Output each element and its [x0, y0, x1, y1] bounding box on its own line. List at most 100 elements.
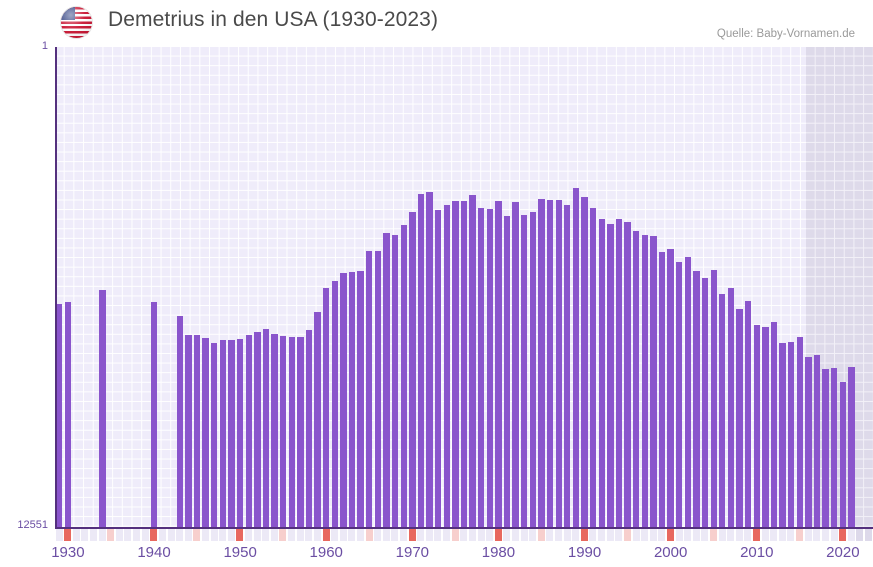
bar	[555, 200, 562, 527]
x-tick-minor	[598, 529, 606, 541]
bar	[744, 301, 752, 527]
x-tick-minor	[615, 529, 623, 541]
x-tick-minor	[176, 529, 184, 541]
bar	[202, 338, 209, 527]
bar	[521, 214, 528, 527]
x-axis-tick-label: 1930	[51, 544, 85, 561]
bar	[228, 339, 235, 527]
x-axis-tick-label: 2010	[740, 544, 774, 561]
chart-title: Demetrius in den USA (1930-2023)	[108, 8, 439, 31]
x-tick-minor	[374, 529, 382, 541]
bar	[624, 221, 631, 527]
x-tick-major	[839, 529, 847, 541]
y-axis-label: Platz	[0, 255, 3, 280]
bar	[374, 251, 382, 527]
x-tick-minor	[735, 529, 743, 541]
x-tick-minor	[675, 529, 683, 541]
x-axis-tick-label: 1950	[223, 544, 257, 561]
x-tick-minor	[262, 529, 270, 541]
bar	[469, 194, 476, 527]
bar	[305, 330, 313, 527]
y-axis-line	[55, 47, 57, 528]
x-tick-minor	[279, 529, 287, 541]
x-tick-minor	[55, 529, 63, 541]
x-tick-minor	[503, 529, 511, 541]
bar	[788, 342, 795, 527]
x-tick-minor	[270, 529, 278, 541]
x-tick-minor	[158, 529, 166, 541]
bar	[753, 325, 760, 527]
x-tick-minor	[589, 529, 597, 541]
x-tick-minor	[821, 529, 829, 541]
x-tick-minor	[417, 529, 425, 541]
plot-grid-future-shading	[806, 47, 873, 527]
x-tick-minor	[684, 529, 692, 541]
x-axis-tick-label: 1990	[567, 544, 602, 561]
bar	[581, 196, 588, 527]
x-tick-minor	[606, 529, 614, 541]
bar	[495, 201, 502, 527]
bar	[813, 354, 821, 527]
x-tick-minor	[400, 529, 408, 541]
x-tick-major	[580, 529, 588, 541]
bar	[633, 230, 640, 527]
bar	[546, 200, 554, 527]
x-axis-labels: 1930 1940 1950 1960 1970 1980 1990 2000 2010 2020	[0, 544, 873, 567]
bar	[417, 194, 425, 527]
x-tick-minor	[167, 529, 175, 541]
x-axis-tick-label: 1960	[309, 544, 343, 561]
bar	[572, 187, 580, 527]
x-tick-minor	[468, 529, 476, 541]
bar	[64, 301, 72, 527]
bar	[770, 322, 778, 527]
bar	[607, 223, 614, 527]
x-axis-tick-label: 1980	[481, 544, 516, 561]
bar	[650, 235, 657, 527]
x-tick-minor	[787, 529, 795, 541]
x-tick-minor	[81, 529, 89, 541]
bar	[323, 288, 330, 527]
x-tick-minor	[115, 529, 123, 541]
x-tick-minor	[365, 529, 373, 541]
bar	[762, 326, 769, 527]
x-tick-minor	[201, 529, 209, 541]
bar	[701, 278, 709, 527]
bar	[710, 269, 717, 527]
bar	[615, 218, 623, 527]
x-tick-minor	[486, 529, 494, 541]
x-tick-minor	[245, 529, 253, 541]
x-tick-minor	[443, 529, 451, 541]
x-tick-minor	[572, 529, 580, 541]
x-tick-minor	[864, 529, 872, 541]
bar	[185, 335, 192, 527]
bar	[452, 201, 459, 527]
bar	[366, 250, 373, 527]
x-axis-tick-label: 1940	[137, 544, 171, 561]
bar	[340, 273, 347, 527]
bar	[719, 294, 726, 527]
bar	[56, 304, 63, 527]
x-tick-minor	[434, 529, 442, 541]
y-axis-tick-top: 1	[41, 40, 48, 52]
bar	[297, 336, 304, 527]
x-tick-minor	[830, 529, 838, 541]
bar	[262, 329, 270, 527]
x-tick-minor	[356, 529, 364, 541]
x-tick-minor	[339, 529, 347, 541]
bar	[279, 336, 287, 527]
x-tick-minor	[141, 529, 149, 541]
bar	[357, 270, 364, 527]
bar	[400, 224, 407, 527]
x-tick-minor	[391, 529, 399, 541]
x-tick-minor	[451, 529, 459, 541]
bar	[426, 191, 433, 527]
x-tick-minor	[511, 529, 519, 541]
bar	[512, 201, 519, 527]
bar	[254, 331, 261, 527]
x-axis-tick-label: 2020	[826, 544, 860, 561]
x-tick-minor	[632, 529, 640, 541]
x-tick-minor	[184, 529, 192, 541]
x-tick-minor	[529, 529, 537, 541]
bar	[676, 261, 683, 527]
bar	[796, 336, 803, 527]
